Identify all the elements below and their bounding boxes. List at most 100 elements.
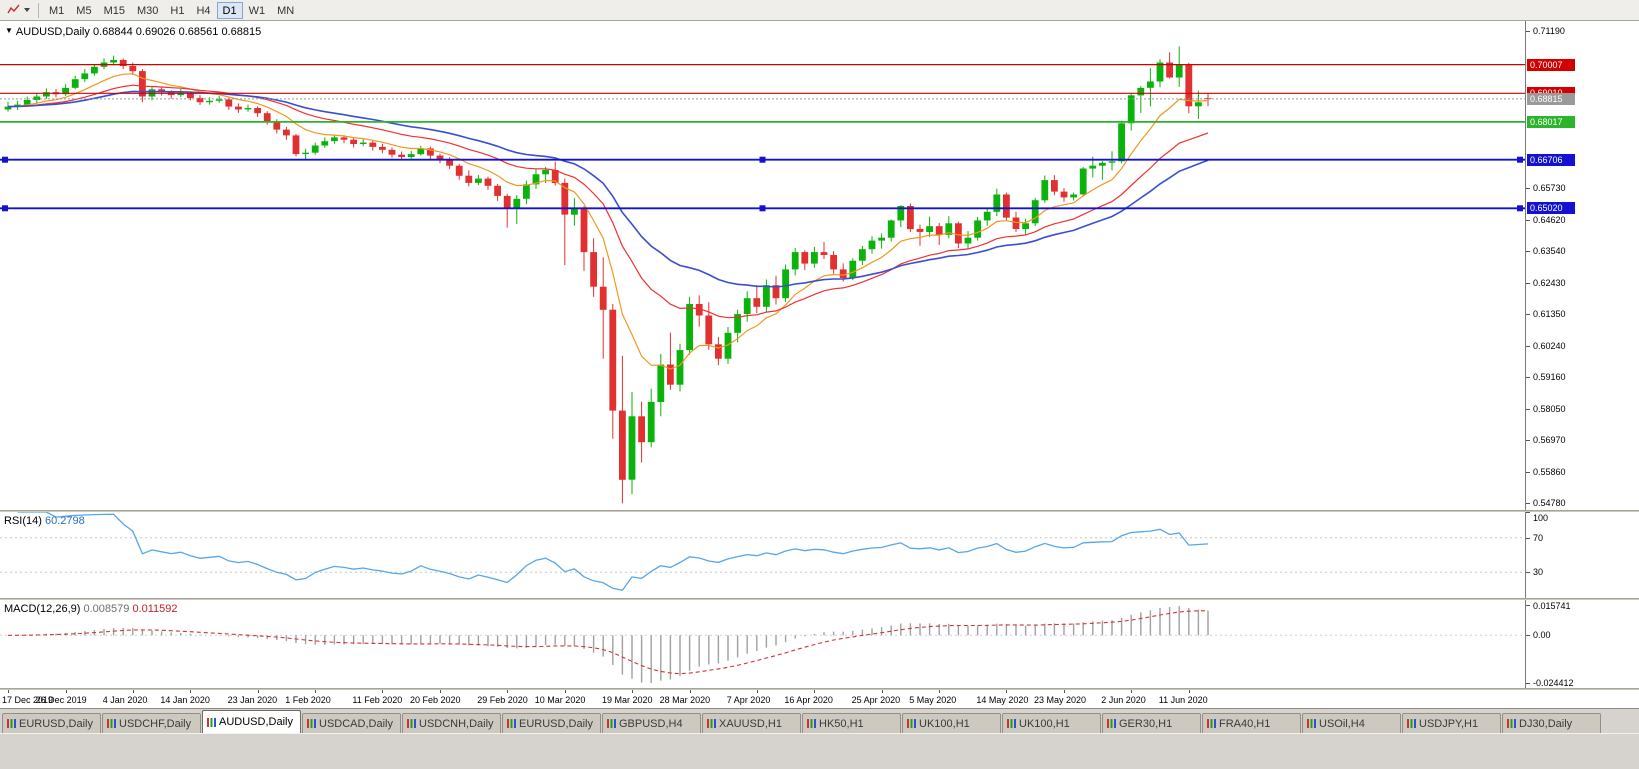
chart-tab-eurusd-daily[interactable]: EURUSD,Daily	[2, 713, 101, 733]
tab-label: EURUSD,Daily	[19, 717, 93, 730]
panel-separator[interactable]	[0, 598, 1639, 600]
line-handle[interactable]	[2, 205, 8, 212]
chart-tab-usoil-h4[interactable]: USOil,H4	[1302, 713, 1401, 733]
tab-label: FRA40,H1	[1219, 717, 1271, 730]
macd-name: MACD(12,26,9)	[4, 603, 81, 615]
timeframe-button-w1[interactable]: W1	[248, 4, 266, 17]
ma-line-21	[7, 84, 1209, 319]
price-tick-label: 0.56970	[1533, 435, 1566, 446]
rsi-canvas[interactable]	[0, 512, 1525, 598]
rsi-axis[interactable]: 100 70 30	[1526, 512, 1639, 598]
tab-label: HK50,H1	[819, 717, 864, 730]
date-label: 28 Mar 2020	[659, 695, 711, 705]
macd-axis[interactable]: 0.015741 0.00 -0.024412	[1526, 600, 1639, 688]
line-handle[interactable]	[1517, 156, 1523, 163]
chart-tabs-bar: EURUSD,Daily USDCHF,Daily AUDUSD,Daily USDC…	[0, 708, 1639, 733]
chart-tab-dj30-daily[interactable]: DJ30,Daily	[1502, 713, 1601, 733]
macd-tick-label: 0.00	[1533, 630, 1551, 641]
toolbar-separator	[38, 2, 39, 18]
mini-chart-icon	[7, 719, 16, 728]
chart-tab-eurusd-daily[interactable]: EURUSD,Daily	[502, 713, 601, 733]
chart-tab-usdchf-daily[interactable]: USDCHF,Daily	[102, 713, 201, 733]
timeframe-button-m5[interactable]: M5	[76, 4, 92, 17]
chart-tab-ger30-h1[interactable]: GER30,H1	[1102, 713, 1201, 733]
timeframe-button-mn[interactable]: MN	[277, 4, 295, 17]
price-badge-0.70007: 0.70007	[1527, 58, 1575, 71]
chart-tab-xauusd-h1[interactable]: XAUUSD,H1	[702, 713, 801, 733]
date-label: 17 Dec 2019	[2, 695, 54, 705]
chart-tab-audusd-daily[interactable]: AUDUSD,Daily	[202, 710, 301, 733]
mini-chart-icon	[407, 719, 416, 728]
line-handle[interactable]	[759, 156, 766, 163]
chart-tool-dropdown-button[interactable]	[3, 1, 34, 20]
price-tick-label: 0.65730	[1533, 182, 1566, 193]
chart-tab-usdcad-daily[interactable]: USDCAD,Daily	[302, 713, 401, 733]
chart-tab-uk100-h1[interactable]: UK100,H1	[902, 713, 1001, 733]
date-label: 16 Apr 2020	[784, 695, 833, 705]
line-handle[interactable]	[2, 156, 8, 163]
mini-chart-icon	[1207, 719, 1216, 728]
date-label: 23 Jan 2020	[227, 695, 278, 705]
macd-canvas[interactable]	[0, 600, 1525, 688]
chart-tab-fra40-h1[interactable]: FRA40,H1	[1202, 713, 1301, 733]
mini-chart-icon	[507, 719, 516, 728]
price-axis[interactable]: 0.71190 0.65730 0.64620 0.63540 0.62430 0.613…	[1526, 21, 1639, 510]
chart-tab-usdcnh-daily[interactable]: USDCNH,Daily	[402, 713, 501, 733]
price-badge-0.65020: 0.65020	[1527, 202, 1575, 215]
date-label: 26 Dec 2019	[35, 695, 87, 705]
macd-tick-label: -0.024412	[1533, 677, 1574, 688]
chart-tab-usdjpy-h1[interactable]: USDJPY,H1	[1402, 713, 1501, 733]
line-handle[interactable]	[1517, 205, 1523, 212]
chart-tab-hk50-h1[interactable]: HK50,H1	[802, 713, 901, 733]
ma-line-9	[7, 73, 1209, 370]
rsi-value: 60.2798	[44, 515, 85, 527]
price-badge-0.66706: 0.66706	[1527, 153, 1575, 166]
tab-label: GBPUSD,H4	[619, 717, 683, 730]
tab-label: USDCNH,Daily	[419, 717, 494, 730]
dropdown-caret-icon	[24, 8, 30, 12]
date-label: 14 Jan 2020	[160, 695, 210, 705]
date-label: 4 Jan 2020	[102, 695, 148, 705]
chart-symbol: AUDUSD,Daily	[15, 26, 90, 38]
mini-chart-icon	[1107, 719, 1116, 728]
timeframe-button-m1[interactable]: M1	[49, 4, 65, 17]
chart-tab-uk100-h1[interactable]: UK100,H1	[1002, 713, 1101, 733]
tab-label: GER30,H1	[1119, 717, 1173, 730]
mini-chart-icon	[607, 719, 616, 728]
chart-tab-gbpusd-h4[interactable]: GBPUSD,H4	[602, 713, 701, 733]
price-tick-label: 0.64620	[1533, 214, 1566, 225]
mini-chart-icon	[1307, 719, 1316, 728]
price-badge-0.68815: 0.68815	[1527, 92, 1575, 105]
price-tick-label: 0.58050	[1533, 404, 1566, 415]
ohlc-open: 0.68844	[92, 26, 133, 38]
tab-label: USDCAD,Daily	[319, 717, 393, 730]
timeframe-button-m30[interactable]: M30	[136, 4, 159, 17]
timeframe-button-m15[interactable]: M15	[103, 4, 125, 17]
time-axis[interactable]: 17 Dec 2019 26 Dec 2019 4 Jan 2020 14 Jan 2…	[0, 690, 1525, 708]
timeframe-buttons: M1 M5 M15 M30 H1 H4 D1 W1 MN	[43, 1, 300, 19]
date-label: 14 May 2020	[976, 695, 1029, 705]
rsi-tick-label: 70	[1533, 532, 1544, 543]
tab-label: DJ30,Daily	[1519, 717, 1573, 730]
panel-separator[interactable]	[0, 510, 1639, 512]
macd-main-value: 0.008579	[83, 603, 130, 615]
candles	[4, 46, 1212, 504]
macd-title: MACD(12,26,9) 0.008579 0.011592	[4, 603, 178, 615]
timeframe-button-d1[interactable]: D1	[216, 1, 243, 19]
mini-chart-icon	[307, 719, 316, 728]
date-label: 25 Apr 2020	[851, 695, 901, 705]
mini-chart-icon	[707, 719, 716, 728]
timeframe-button-h4[interactable]: H4	[196, 4, 211, 17]
line-handle[interactable]	[759, 205, 766, 212]
mini-chart-icon	[207, 717, 216, 727]
chart-title: ▼ AUDUSD,Daily 0.68844 0.69026 0.68561 0.…	[5, 26, 261, 38]
macd-signal-line	[8, 610, 1208, 675]
chart-menu-icon[interactable]: ▼	[5, 26, 13, 35]
axis-separator	[0, 688, 1639, 690]
price-chart-canvas[interactable]	[0, 21, 1525, 510]
timeframe-button-h1[interactable]: H1	[170, 4, 185, 17]
price-tick-label: 0.62430	[1533, 277, 1566, 288]
tab-label: UK100,H1	[1019, 717, 1070, 730]
tab-label: USOil,H4	[1319, 717, 1365, 730]
